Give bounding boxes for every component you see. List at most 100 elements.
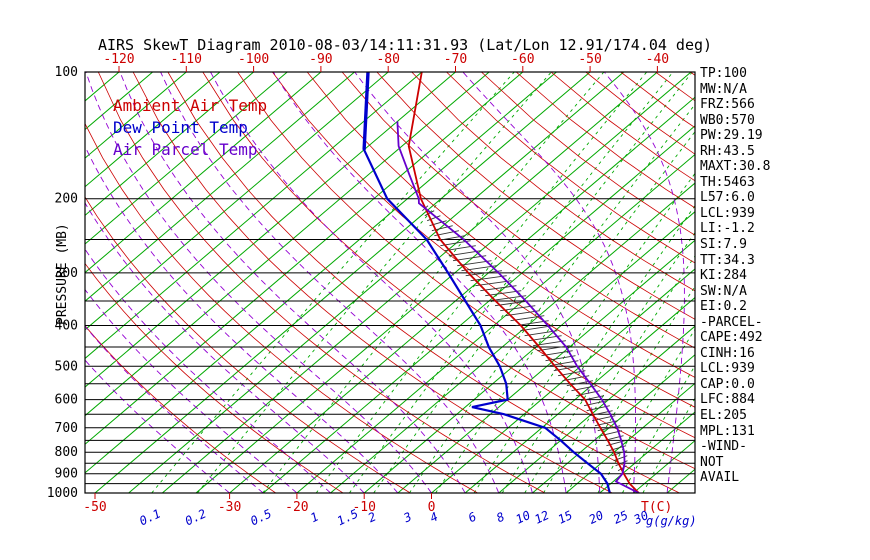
- mixing-ratio-label: 12: [532, 508, 551, 527]
- plot-background: [85, 72, 695, 493]
- mixing-ratio-label: 15: [556, 508, 575, 527]
- isotherm-line: [85, 72, 221, 188]
- series-dew-point: [362, 72, 611, 493]
- isotherm-line: [85, 72, 254, 217]
- mixing-ratio-label: 8: [494, 509, 506, 525]
- top-temp-label: -120: [103, 52, 134, 67]
- isotherm-line: [85, 72, 557, 474]
- isotherm-line: [296, 153, 695, 493]
- stats-line: LI:-1.2: [700, 221, 755, 237]
- dry-adiabat-line: [306, 72, 695, 378]
- dry-adiabat-line: [446, 72, 695, 264]
- isotherm-line: [85, 72, 288, 245]
- legend-air-parcel-temp: Air Parcel Temp: [113, 140, 258, 159]
- stats-line: AVAIL: [700, 470, 740, 486]
- hatch-stroke: [424, 210, 435, 217]
- stats-line: LFC:884: [700, 392, 755, 408]
- isotherm-line: [85, 72, 456, 388]
- mixing-ratio-line: [373, 72, 693, 493]
- stats-line: MPL:131: [700, 423, 755, 439]
- pressure-tick-label: 700: [55, 421, 78, 436]
- top-temp-label: -80: [376, 52, 399, 67]
- isotherm-line: [94, 72, 591, 493]
- stats-line: TP:100: [700, 66, 747, 81]
- hatch-stroke: [485, 290, 522, 297]
- isotherm-line: [363, 211, 695, 493]
- stats-line: CAPE:492: [700, 330, 763, 346]
- top-temp-label: -70: [444, 52, 467, 67]
- dewpoint-upper-segment: [362, 72, 370, 150]
- isotherm-line: [85, 72, 389, 331]
- stats-line: TH:5463: [700, 174, 755, 190]
- stats-line: MW:N/A: [700, 81, 747, 97]
- series-ambient-temp: [407, 72, 640, 493]
- stats-line: LCL:939: [700, 205, 755, 221]
- bottom-temp-label: -50: [83, 500, 106, 515]
- hatch-stroke: [465, 270, 502, 277]
- dry-adiabat-line: [202, 72, 695, 470]
- top-temp-label: -50: [578, 52, 601, 67]
- isotherm-line: [195, 72, 692, 493]
- stats-line: KI:284: [700, 268, 747, 284]
- dry-adiabat-line: [515, 72, 695, 209]
- stats-line: L57:6.0: [700, 190, 755, 206]
- isotherm-line: [85, 72, 524, 445]
- dry-adiabat-line: [272, 72, 695, 408]
- top-temp-label: -60: [511, 52, 534, 67]
- isotherm-line: [85, 72, 490, 417]
- isotherm-line: [330, 182, 695, 493]
- mixing-ratio-label: 3: [401, 510, 414, 526]
- pressure-tick-label: 900: [55, 467, 78, 482]
- hatch-stroke: [617, 465, 627, 472]
- stats-line: EL:205: [700, 408, 747, 424]
- hatch-stroke: [500, 305, 536, 312]
- mixing-ratio-label: 0.2: [183, 506, 209, 528]
- stats-line: PW:29.19: [700, 128, 763, 144]
- isotherm-line: [599, 411, 695, 493]
- stats-line: SI:7.9: [700, 237, 747, 253]
- isotherm-line: [85, 72, 187, 159]
- stats-line: LCL:939: [700, 361, 755, 377]
- legend-ambient-air-temp: Ambient Air Temp: [113, 96, 268, 115]
- isotherm-line: [85, 72, 423, 360]
- stats-line: -PARCEL-: [700, 314, 763, 330]
- top-temp-label: -40: [646, 52, 669, 67]
- stats-line: WB0:570: [700, 112, 755, 128]
- isotherm-line: [85, 72, 322, 274]
- isotherm-line: [431, 268, 695, 493]
- bottom-temp-label: -10: [352, 500, 375, 515]
- isotherm-line: [85, 72, 355, 302]
- moist-adiabat-line: [272, 72, 567, 493]
- hatch-stroke: [480, 285, 517, 292]
- isotherm-line: [464, 296, 695, 493]
- stats-line: -WIND-: [700, 439, 747, 455]
- top-temp-label: -90: [309, 52, 332, 67]
- pressure-tick-label: 300: [55, 266, 78, 281]
- series-air-parcel: [396, 121, 640, 493]
- pressure-axis-label: PRESSURE (MB): [55, 223, 70, 325]
- top-temp-label: -110: [171, 52, 202, 67]
- bottom-temp-label: -20: [285, 500, 308, 515]
- stats-panel: TP:100 MW:N/A FRZ:566 WB0:570 PW:29.19 RH:43.…: [700, 66, 770, 486]
- plot-border: [84, 71, 696, 494]
- stats-line: MAXT:30.8: [700, 159, 771, 175]
- chart-title: AIRS SkewT Diagram 2010-08-03/14:11:31.9…: [97, 36, 713, 54]
- mixing-ratio-label: 20: [587, 508, 606, 527]
- isotherm-line: [397, 239, 695, 493]
- stats-line: RH:43.5: [700, 143, 755, 159]
- pressure-tick-label: 600: [55, 393, 78, 408]
- mixing-ratio-label: 30: [631, 508, 651, 527]
- hatch-stroke: [494, 300, 531, 307]
- pressure-tick-label: 100: [55, 65, 78, 80]
- stats-line: NOT: [700, 454, 724, 470]
- dry-adiabat-line: [376, 72, 695, 320]
- hatch-stroke: [489, 295, 527, 302]
- hatch-stroke: [615, 460, 628, 467]
- mixing-ratio-label: 2: [366, 509, 378, 525]
- stats-line: EI:0.2: [700, 299, 747, 315]
- hatch-stroke: [427, 215, 441, 222]
- isotherm-line: [498, 325, 695, 493]
